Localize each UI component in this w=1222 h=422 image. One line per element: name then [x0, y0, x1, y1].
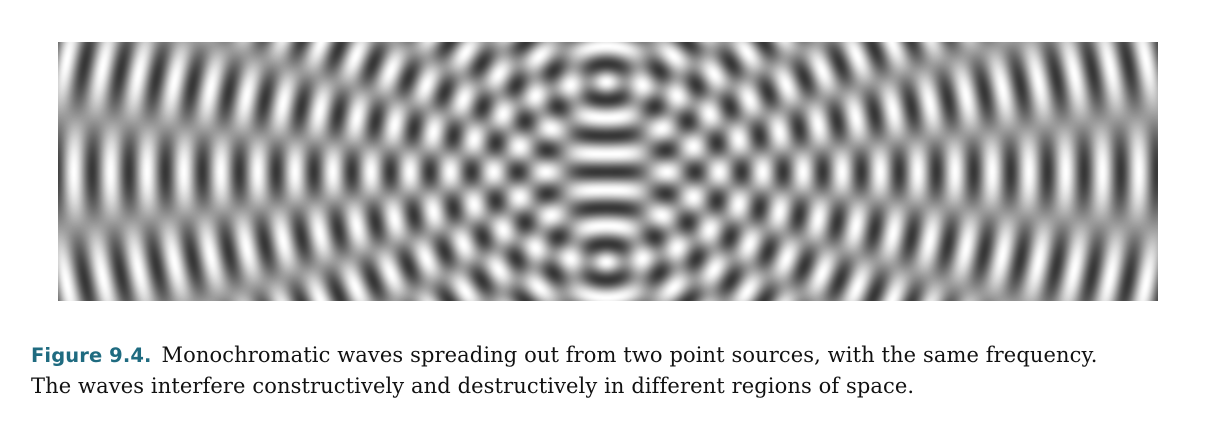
- caption-text-1: Monochromatic waves spreading out from t…: [161, 343, 1098, 367]
- interference-pattern-image: [58, 42, 1158, 301]
- interference-pattern-canvas: [58, 42, 1158, 301]
- figure-caption: Figure 9.4. Monochromatic waves spreading…: [31, 340, 1191, 401]
- caption-line-1: Figure 9.4. Monochromatic waves spreading…: [31, 340, 1191, 371]
- figure-label: Figure 9.4.: [31, 344, 152, 367]
- caption-line-2: The waves interfere constructively and d…: [31, 374, 915, 398]
